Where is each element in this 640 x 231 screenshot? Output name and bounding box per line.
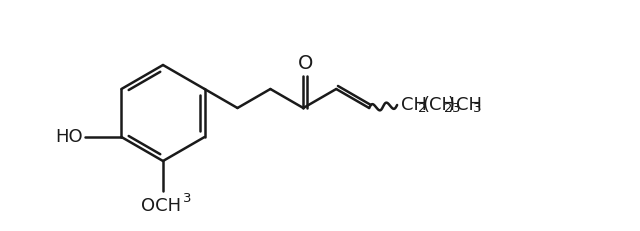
Text: CH: CH	[456, 96, 482, 113]
Text: 3: 3	[452, 102, 461, 115]
Text: ): )	[447, 96, 454, 113]
Text: 2: 2	[418, 102, 427, 115]
Text: 3: 3	[473, 102, 482, 115]
Text: O: O	[298, 54, 313, 73]
Text: HO: HO	[55, 128, 83, 145]
Text: 2: 2	[444, 102, 452, 115]
Text: CH: CH	[401, 96, 427, 113]
Text: OCH: OCH	[141, 196, 181, 214]
Text: 3: 3	[183, 191, 191, 204]
Text: (CH: (CH	[422, 96, 455, 113]
